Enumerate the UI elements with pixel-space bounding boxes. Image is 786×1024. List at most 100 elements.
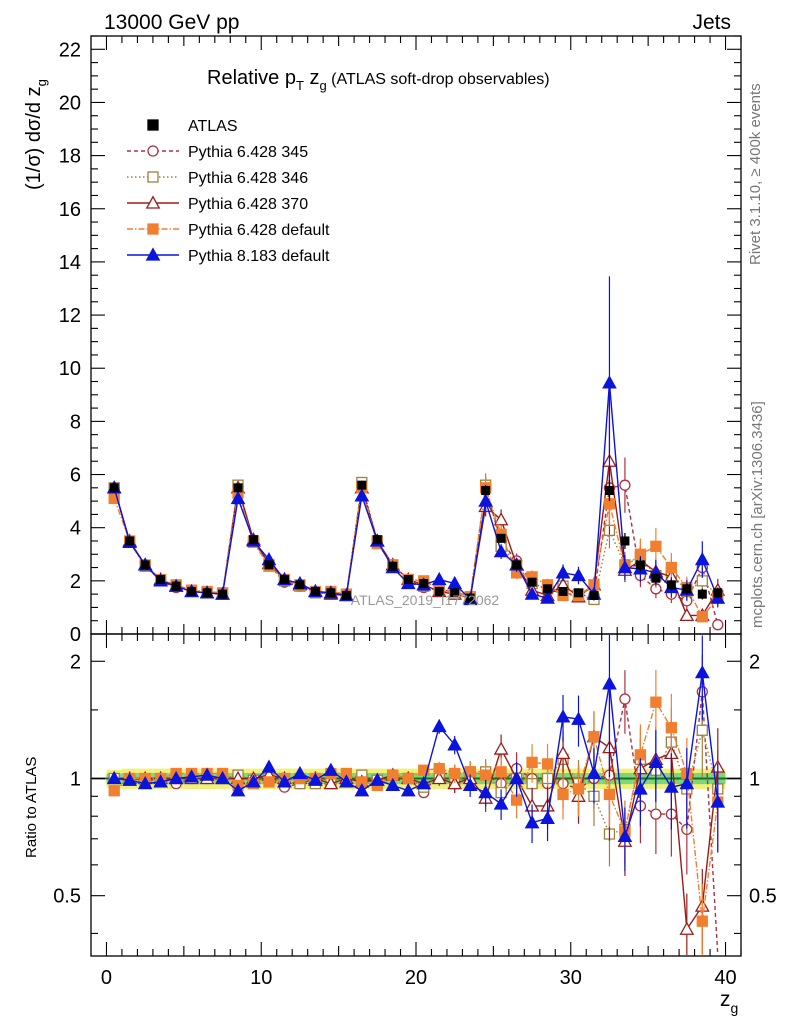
data-point-marker [147,171,159,183]
data-point-marker [122,772,138,786]
data-point-marker [619,479,631,491]
ratio-y-axis-label: Ratio to ATLAS [23,757,40,858]
data-point-marker [679,607,695,622]
data-point-marker [416,776,432,790]
data-point-marker [433,762,445,775]
data-point-marker [246,774,261,788]
data-point-marker [431,571,447,586]
y-tick-label: 12 [59,305,81,327]
atlas-data-point [233,483,243,493]
series-line-main [113,487,719,618]
chart-title-sub2: g [319,78,326,93]
data-point-marker [230,783,246,797]
data-point-marker [462,777,478,792]
data-point-marker [664,779,679,793]
data-point-marker [478,493,493,507]
atlas-data-point [574,588,583,598]
data-point-marker [479,769,492,781]
data-point-marker [478,784,493,799]
legend-entry: ATLAS [147,118,238,135]
y-axis-label: (1/σ) dσ/d zg [23,79,49,190]
rivet-label: Rivet 3.1.10, ≥ 400k events [747,83,764,265]
data-point-marker [650,696,662,708]
y-tick-label: 4 [70,518,81,540]
ratio-tick-label: 1 [70,768,81,790]
atlas-data-point [357,480,367,490]
data-point-marker [493,796,509,810]
data-point-marker [369,772,385,786]
header-right: Jets [692,11,731,34]
data-point-marker [292,765,308,780]
atlas-data-point [310,586,320,596]
data-point-marker [449,767,461,780]
data-point-marker [634,749,647,761]
y-axis-label-main: (1/σ) dσ/d z [23,86,45,190]
data-point-marker [230,490,246,505]
series-p346 [108,473,724,867]
atlas-data-point [697,589,707,599]
atlas-data-point [125,536,135,546]
atlas-data-point [434,586,444,596]
data-point-marker [526,756,538,769]
data-point-marker [650,808,662,820]
data-point-marker [571,567,586,582]
data-point-marker [540,590,555,604]
atlas-data-point [372,535,382,545]
data-point-marker [696,915,708,927]
atlas-data-point [512,560,522,570]
legend-label: Pythia 6.428 370 [188,196,308,213]
legend-label: Pythia 8.183 default [188,248,330,265]
header-left: 13000 GeV pp [104,11,239,34]
y-tick-label: 8 [70,411,81,433]
atlas-data-point [527,577,537,587]
data-point-marker [586,765,602,780]
data-point-marker [679,921,695,935]
data-point-marker [555,709,571,723]
data-point-marker [108,785,120,797]
atlas-data-point [218,589,228,599]
x-tick-label: 0 [101,967,112,989]
data-point-marker [145,247,161,261]
data-point-marker [147,119,159,131]
data-point-marker [385,777,401,792]
series-p6def [108,476,724,955]
ratio-tick-label: 0.5 [53,886,81,908]
series-line-ratio [114,691,719,956]
atlas-data-point [202,588,212,598]
data-point-marker [106,770,122,785]
ratio-plot-frame [90,633,742,957]
atlas-data-point [326,588,336,598]
atlas-data-point [713,588,723,598]
data-point-marker [665,722,678,734]
data-point-marker [696,611,708,623]
ratio-tick-label-right: 0.5 [749,886,777,908]
chart-title-tail: (ATLAS soft-drop observables) [327,71,550,88]
atlas-data-point [589,590,599,600]
data-point-marker [339,774,354,788]
data-point-marker [602,375,617,389]
atlas-data-point [279,575,289,585]
y-tick-label: 16 [59,199,81,221]
data-point-marker [619,693,631,705]
data-point-marker [696,724,708,736]
data-point-marker [694,551,710,566]
data-point-marker [524,586,540,600]
data-point-marker [168,770,184,785]
legend-label: Pythia 6.428 346 [188,170,308,187]
data-point-marker [541,758,554,770]
series-line-ratio [114,735,719,932]
legend-entry: Pythia 6.428 default [127,222,330,239]
data-point-marker [147,145,159,157]
series-atlas [109,479,723,603]
data-point-marker [571,711,586,725]
data-point-marker [354,783,370,797]
atlas-data-point [682,584,692,594]
y-tick-label: 22 [59,39,81,61]
legend-entry: Pythia 6.428 346 [127,170,308,187]
ratio-tick-label-right: 1 [749,768,760,790]
data-point-marker [215,770,230,785]
chart-title-mid: z [304,67,320,89]
data-point-marker [557,788,569,801]
chart-title: Relative pT zg (ATLAS soft-drop observab… [207,67,550,93]
